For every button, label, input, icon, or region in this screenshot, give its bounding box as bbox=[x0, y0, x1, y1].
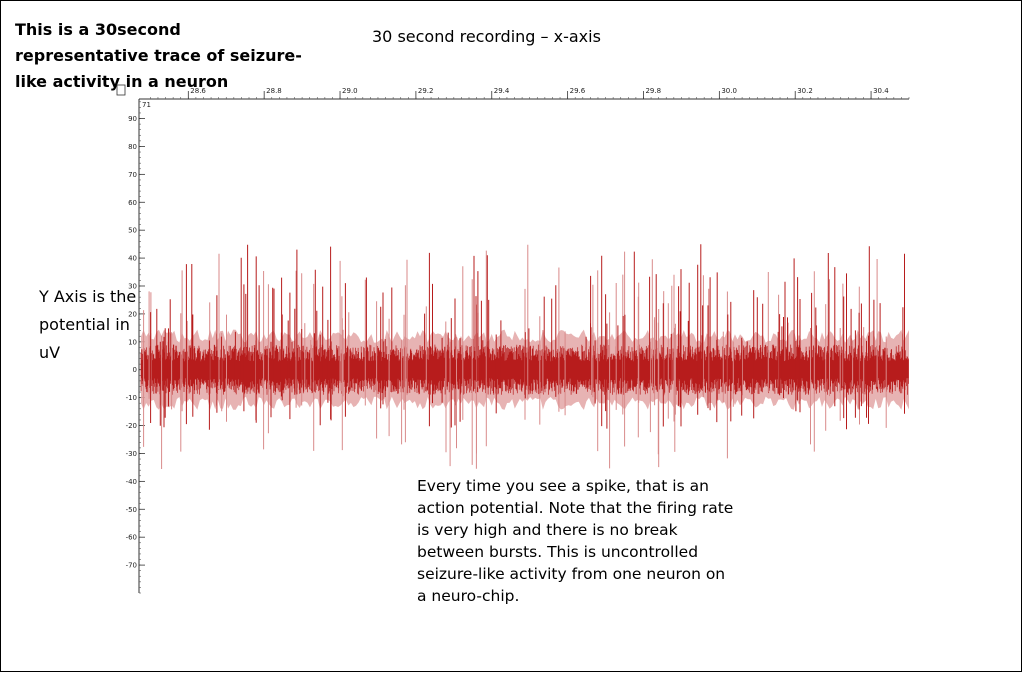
y-tick-label: -40 bbox=[126, 478, 137, 486]
y-tick-label: 50 bbox=[128, 227, 137, 235]
y-tick-label: 0 bbox=[133, 366, 137, 374]
y-tick-label: 20 bbox=[128, 310, 137, 318]
x-tick-label: 29.6 bbox=[570, 87, 586, 95]
y-tick-label: -20 bbox=[126, 422, 137, 430]
x-tick-label: 28.8 bbox=[266, 87, 282, 95]
y-tick-label: 80 bbox=[128, 143, 137, 151]
x-axis-caption: 30 second recording – x-axis bbox=[372, 27, 601, 46]
x-tick-label: 29.8 bbox=[645, 87, 661, 95]
spike-dark bbox=[150, 244, 905, 430]
x-tick-label: 29.0 bbox=[342, 87, 358, 95]
y-tick-label: 30 bbox=[128, 282, 137, 290]
x-tick-label: 28.6 bbox=[190, 87, 206, 95]
y-tick-label: -70 bbox=[126, 562, 137, 570]
x-tick-label: 29.4 bbox=[494, 87, 510, 95]
x-tick-label: 30.4 bbox=[873, 87, 889, 95]
y-top-label: 71 bbox=[142, 101, 151, 109]
y-tick-label: -60 bbox=[126, 534, 137, 542]
y-tick-label: -30 bbox=[126, 450, 137, 458]
y-tick-label: 40 bbox=[128, 255, 137, 263]
y-tick-label: -10 bbox=[126, 394, 137, 402]
y-tick-label: 60 bbox=[128, 199, 137, 207]
voltage-trace bbox=[140, 244, 909, 469]
x-tick-label: 30.0 bbox=[721, 87, 737, 95]
y-axis-caption: Y Axis is the potential in uV bbox=[39, 287, 137, 362]
explanation-note: Every time you see a spike, that is an a… bbox=[417, 477, 734, 605]
x-tick-label: 30.2 bbox=[797, 87, 813, 95]
y-tick-label: 10 bbox=[128, 338, 137, 346]
x-tick-label: 29.2 bbox=[418, 87, 434, 95]
y-tick-label: 90 bbox=[128, 115, 137, 123]
axis-corner-icon bbox=[116, 84, 126, 96]
figure-title: This is a 30second representative trace … bbox=[15, 20, 302, 91]
y-tick-label: -50 bbox=[126, 506, 137, 514]
y-tick-label: 70 bbox=[128, 171, 137, 179]
